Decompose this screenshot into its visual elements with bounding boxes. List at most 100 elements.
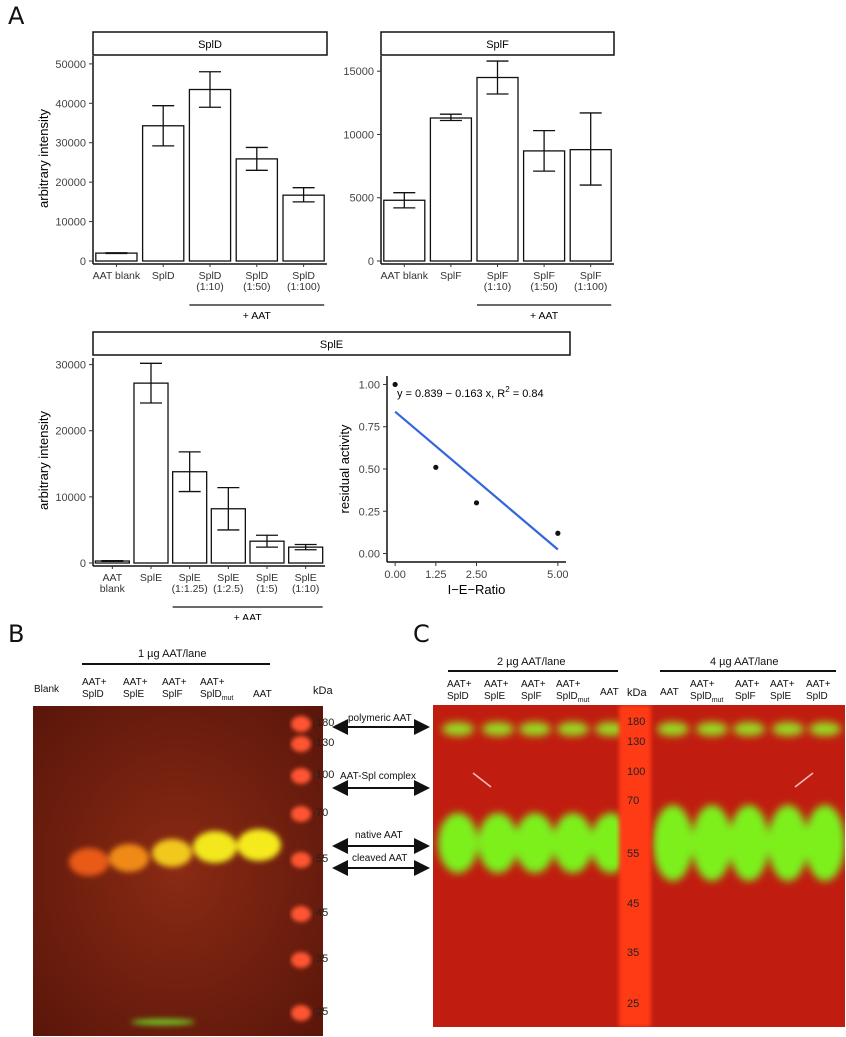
bar — [133, 382, 169, 564]
x-tick-label: 0.00 — [384, 569, 405, 581]
x-tick-label: SplD — [292, 270, 315, 282]
x-tick-label: SplE — [179, 572, 201, 584]
gel-b-marker-label: 55 — [316, 853, 329, 865]
y-axis-label: arbitrary intensity — [36, 109, 51, 208]
bar — [282, 194, 325, 262]
gel-b-band-lane3 — [152, 839, 192, 867]
gel-b-lane-label: AAT+ SplE — [123, 677, 148, 700]
gel-c-band — [729, 805, 769, 881]
gel-c-lane-label: AAT+ SplE — [770, 679, 795, 702]
gel-c-polymer-band — [772, 722, 804, 736]
gel-b-group-label: 1 µg AAT/lane — [138, 648, 207, 660]
gel-c-polymer-band — [657, 722, 689, 736]
gel-c-lane-label: AAT+ SplDmut — [556, 679, 590, 704]
gel-c-band — [653, 805, 693, 881]
gel-b-ladder-band — [291, 852, 311, 868]
gel-c-polymer-band — [519, 722, 551, 736]
group-label: + AAT — [243, 310, 272, 322]
gel-c-marker-label: 70 — [627, 795, 640, 807]
x-tick-label: SplE — [140, 572, 162, 584]
fit-line — [394, 410, 559, 551]
x-tick-label: SplD — [199, 270, 222, 282]
gel-c-marker-label: 25 — [627, 998, 640, 1010]
gel-b-ladder-band — [291, 806, 311, 822]
x-tick-label: (1:100) — [287, 281, 320, 293]
gel-b-marker-label: 100 — [316, 769, 335, 781]
y-tick-label: 10000 — [55, 492, 86, 504]
facet-strip-spld — [92, 31, 328, 56]
annotation-polymeric: polymeric AAT — [348, 713, 412, 724]
annotation-native: native AAT — [355, 830, 403, 841]
y-tick-label: 0 — [80, 256, 86, 268]
gel-b-ladder-band — [291, 952, 311, 968]
gel-c-lane-label: AAT — [600, 687, 619, 698]
gel-b-artifact — [131, 1019, 195, 1025]
gel-c-lane-label: AAT+ SplF — [521, 679, 546, 702]
gel-b-marker-label: 180 — [316, 717, 335, 729]
gel-b-lane-label: AAT+ SplF — [162, 677, 187, 700]
y-tick-label: 0.75 — [359, 422, 380, 434]
x-tick-label: SplD — [245, 270, 268, 282]
gel-c-marker-label: 130 — [627, 736, 646, 748]
y-tick-label: 1.00 — [359, 379, 380, 391]
bar — [235, 158, 279, 262]
gel-b-kda-label: kDa — [313, 685, 333, 697]
panel-letter-a: A — [8, 2, 25, 30]
gel-b-lane-label: AAT — [253, 689, 272, 700]
gel-c-band — [553, 813, 593, 873]
gel-b-band-lane1 — [69, 848, 109, 876]
gel-b-ladder-band — [291, 736, 311, 752]
x-tick-label: SplE — [295, 572, 317, 584]
gel-b-lane-label: AAT+ SplD — [82, 677, 107, 700]
gel-c-kda-label: kDa — [627, 687, 647, 699]
y-tick-label: 10000 — [343, 129, 374, 141]
gel-c-marker-label: 55 — [627, 848, 640, 860]
scatter-chart-regression: 0.00 0.25 0.50 0.75 1.00 0.00 1.25 2.50 5.00 I−E−… — [337, 376, 569, 597]
bar-chart-spld: SplD 0 10000 20000 30000 40000 50000 arbitrary … — [36, 31, 328, 322]
x-tick-label: SplE — [256, 572, 278, 584]
x-tick-label: (1:50) — [243, 281, 270, 293]
x-tick-label: AAT blank — [93, 270, 141, 282]
gel-b-ladder-band — [291, 1005, 311, 1021]
gel-c-group-right: 4 µg AAT/lane — [710, 656, 779, 668]
gel-c-marker-label: 180 — [627, 716, 646, 728]
x-tick-label: (1:1.25) — [172, 583, 208, 595]
gel-c-lane-label: AAT — [660, 687, 679, 698]
gel-b-band-lane2 — [109, 844, 149, 872]
annotation-complex: AAT-Spl complex — [340, 771, 416, 782]
x-tick-label: SplD — [152, 270, 175, 282]
x-tick-label: 1.25 — [425, 569, 446, 581]
panel-letter-c: C — [413, 620, 430, 648]
x-tick-label: SplF — [533, 270, 555, 282]
gel-b-ladder-band — [291, 716, 311, 732]
y-tick-label: 20000 — [55, 426, 86, 438]
gel-c-band — [515, 813, 555, 873]
gel-c-image — [433, 705, 845, 1027]
group-label: + AAT — [530, 310, 559, 322]
y-tick-label: 0.25 — [359, 506, 380, 518]
y-tick-label: 0 — [80, 558, 86, 570]
x-tick-label: (1:10) — [484, 281, 511, 293]
x-tick-label: SplF — [487, 270, 509, 282]
gel-c-band — [438, 813, 478, 873]
gel-c-lane-label: AAT+ SplD — [806, 679, 831, 702]
bar-chart-sple: SplE 0 10000 20000 30000 arbitrary intensity A… — [36, 331, 571, 620]
facet-label-splf: SplF — [486, 39, 509, 51]
y-tick-label: 0.50 — [359, 464, 380, 476]
x-tick-label: (1:10) — [196, 281, 223, 293]
gel-b-band-lane4 — [193, 831, 237, 863]
gel-c-ladder-lane — [619, 705, 651, 1027]
gel-c-marker-label: 45 — [627, 898, 640, 910]
y-tick-label: 40000 — [55, 98, 86, 110]
scatter-point — [392, 381, 398, 388]
gel-c-group-line-right — [660, 670, 836, 672]
scatter-point — [473, 500, 480, 506]
gel-c-marker-label: 35 — [627, 947, 640, 959]
y-axis-label: residual activity — [337, 424, 352, 513]
gel-c-pointer-left — [472, 772, 492, 788]
gel-b-lane-label: Blank — [34, 684, 60, 695]
gel-c-band — [692, 805, 732, 881]
annotation-arrows — [332, 719, 430, 876]
bar — [95, 252, 138, 262]
